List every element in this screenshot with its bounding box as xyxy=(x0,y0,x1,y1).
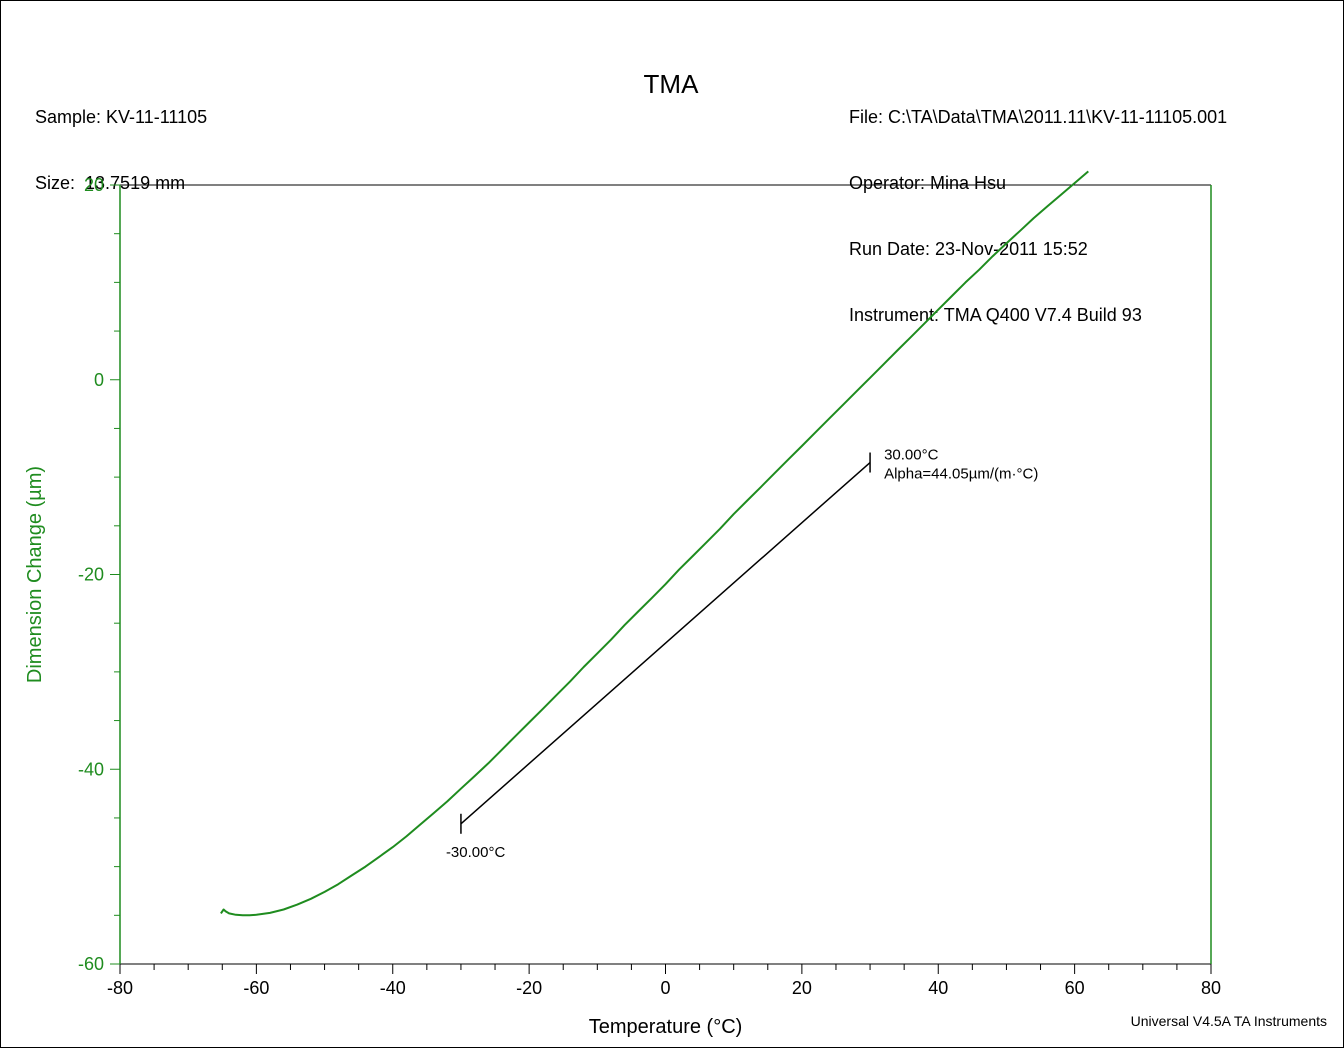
axis-ticks xyxy=(110,184,1212,974)
x-tick-label: -60 xyxy=(243,978,269,998)
sample-line: Sample: KV-11-11105 xyxy=(35,107,208,127)
size-line: Size: 13.7519 mm xyxy=(35,173,186,193)
operator-line: Operator: Mina Hsu xyxy=(849,173,1007,193)
plot-area xyxy=(119,184,1212,965)
series-layer xyxy=(220,170,1089,917)
software-footer: Universal V4.5A TA Instruments xyxy=(1130,1013,1327,1029)
x-tick-label: -20 xyxy=(516,978,542,998)
file-line: File: C:\TA\Data\TMA\2011.11\KV-11-11105… xyxy=(849,107,1228,127)
x-tick-label: -40 xyxy=(380,978,406,998)
alpha-fit-line xyxy=(460,461,871,825)
y-tick-label: -40 xyxy=(78,759,104,779)
y-axis-title: Dimension Change (µm) xyxy=(24,466,46,683)
y-tick-label: -60 xyxy=(78,954,104,974)
y-tick-label: 0 xyxy=(94,370,104,390)
x-tick-label: 0 xyxy=(660,978,670,998)
fit-end-label: 30.00°C xyxy=(884,447,939,464)
fit-start-label: -30.00°C xyxy=(446,844,506,861)
x-tick-label: 80 xyxy=(1201,978,1221,998)
file-info: File: C:\TA\Data\TMA\2011.11\KV-11-11105… xyxy=(849,62,1227,370)
chart-title: TMA xyxy=(643,69,699,99)
x-tick-label: 40 xyxy=(928,978,948,998)
dimension-change-line xyxy=(220,170,1089,917)
run-date-line: Run Date: 23-Nov-2011 15:52 xyxy=(849,239,1088,259)
y-tick-label: -20 xyxy=(78,565,104,585)
sample-info: Sample: KV-11-11105 Size: 13.7519 mm xyxy=(35,62,207,238)
x-tick-label: -80 xyxy=(107,978,133,998)
x-tick-label: 20 xyxy=(792,978,812,998)
x-axis-title: Temperature (°C) xyxy=(589,1016,743,1038)
x-tick-label: 60 xyxy=(1065,978,1085,998)
alpha-label: Alpha=44.05µm/(m·°C) xyxy=(884,466,1038,483)
instrument-line: Instrument: TMA Q400 V7.4 Build 93 xyxy=(849,305,1142,325)
fit-layer xyxy=(460,452,871,834)
y-tick-label: 20 xyxy=(84,175,104,195)
